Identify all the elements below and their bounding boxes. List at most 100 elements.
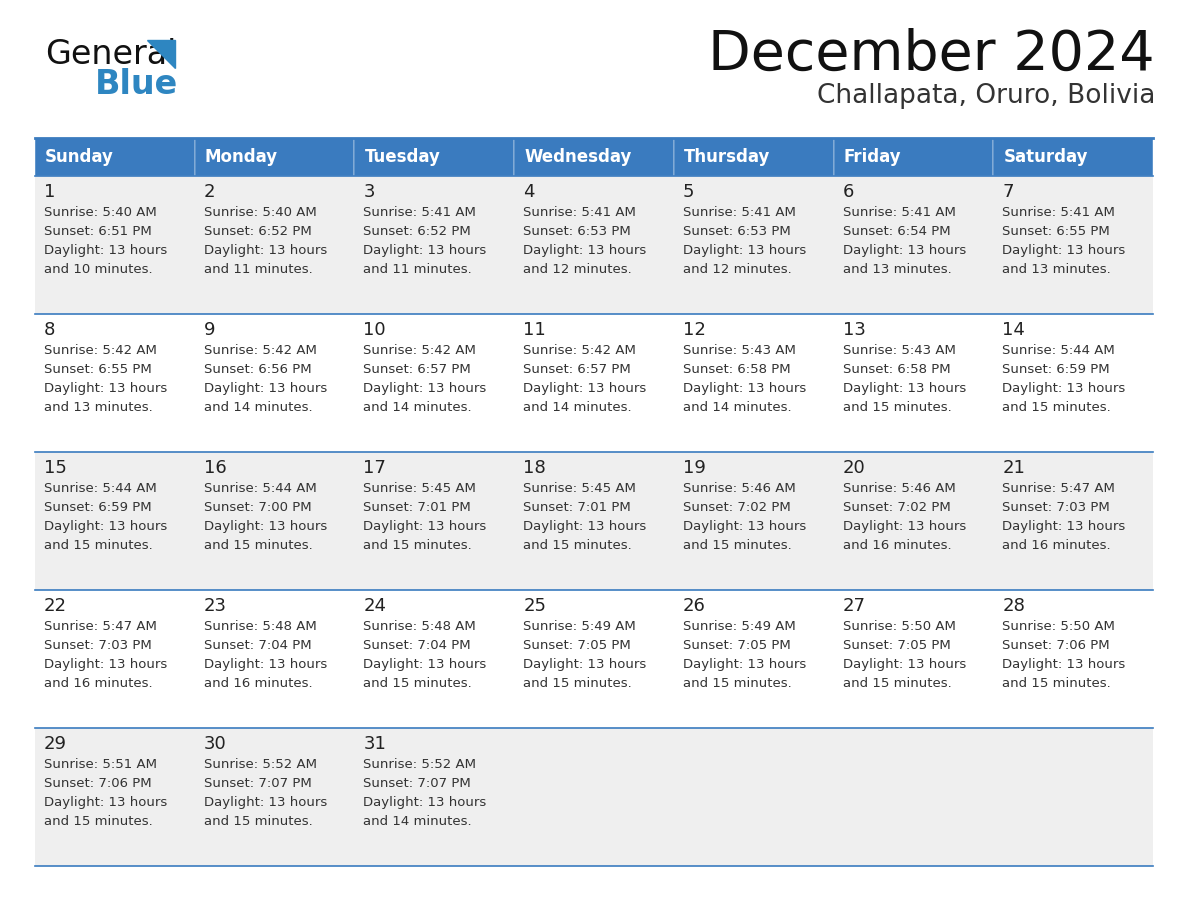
Text: Sunrise: 5:44 AM: Sunrise: 5:44 AM	[203, 482, 316, 495]
Text: Daylight: 13 hours: Daylight: 13 hours	[683, 658, 807, 671]
Text: Sunrise: 5:48 AM: Sunrise: 5:48 AM	[203, 620, 316, 633]
Text: and 11 minutes.: and 11 minutes.	[364, 263, 472, 276]
Text: 7: 7	[1003, 183, 1013, 201]
Text: Sunset: 7:07 PM: Sunset: 7:07 PM	[364, 777, 472, 790]
Text: Sunset: 7:06 PM: Sunset: 7:06 PM	[1003, 639, 1110, 652]
Text: and 15 minutes.: and 15 minutes.	[44, 539, 153, 552]
Text: and 13 minutes.: and 13 minutes.	[44, 401, 153, 414]
Text: and 14 minutes.: and 14 minutes.	[364, 401, 472, 414]
Text: Sunrise: 5:47 AM: Sunrise: 5:47 AM	[44, 620, 157, 633]
Text: Daylight: 13 hours: Daylight: 13 hours	[842, 244, 966, 257]
Text: 17: 17	[364, 459, 386, 477]
Bar	[34, 590, 1154, 728]
Text: Daylight: 13 hours: Daylight: 13 hours	[842, 658, 966, 671]
Text: and 15 minutes.: and 15 minutes.	[1003, 677, 1111, 690]
Text: and 12 minutes.: and 12 minutes.	[523, 263, 632, 276]
Text: Sunrise: 5:46 AM: Sunrise: 5:46 AM	[842, 482, 955, 495]
Text: and 15 minutes.: and 15 minutes.	[523, 539, 632, 552]
Bar	[34, 728, 1154, 866]
Text: Sunrise: 5:45 AM: Sunrise: 5:45 AM	[364, 482, 476, 495]
Text: Sunset: 7:02 PM: Sunset: 7:02 PM	[842, 501, 950, 514]
Text: and 15 minutes.: and 15 minutes.	[203, 539, 312, 552]
Text: Sunset: 7:05 PM: Sunset: 7:05 PM	[842, 639, 950, 652]
Text: Sunset: 6:59 PM: Sunset: 6:59 PM	[1003, 363, 1110, 376]
Text: Sunset: 6:59 PM: Sunset: 6:59 PM	[44, 501, 152, 514]
Text: Daylight: 13 hours: Daylight: 13 hours	[683, 244, 807, 257]
Text: Thursday: Thursday	[684, 148, 770, 166]
Text: Sunrise: 5:44 AM: Sunrise: 5:44 AM	[1003, 344, 1116, 357]
Text: Sunrise: 5:43 AM: Sunrise: 5:43 AM	[683, 344, 796, 357]
Text: 23: 23	[203, 597, 227, 615]
Text: 11: 11	[523, 321, 546, 339]
Text: Sunset: 7:07 PM: Sunset: 7:07 PM	[203, 777, 311, 790]
Text: Sunrise: 5:48 AM: Sunrise: 5:48 AM	[364, 620, 476, 633]
Text: Sunrise: 5:40 AM: Sunrise: 5:40 AM	[203, 206, 316, 219]
Text: Sunset: 6:53 PM: Sunset: 6:53 PM	[683, 225, 790, 238]
Text: Sunset: 7:02 PM: Sunset: 7:02 PM	[683, 501, 790, 514]
Text: Sunset: 7:06 PM: Sunset: 7:06 PM	[44, 777, 152, 790]
Text: Sunset: 7:05 PM: Sunset: 7:05 PM	[523, 639, 631, 652]
Text: Sunset: 6:53 PM: Sunset: 6:53 PM	[523, 225, 631, 238]
Text: 3: 3	[364, 183, 375, 201]
Text: 27: 27	[842, 597, 866, 615]
Text: 28: 28	[1003, 597, 1025, 615]
Text: Daylight: 13 hours: Daylight: 13 hours	[203, 520, 327, 533]
Bar	[674, 138, 834, 176]
Text: Sunrise: 5:44 AM: Sunrise: 5:44 AM	[44, 482, 157, 495]
Text: Daylight: 13 hours: Daylight: 13 hours	[523, 658, 646, 671]
Text: Daylight: 13 hours: Daylight: 13 hours	[203, 796, 327, 809]
Text: 21: 21	[1003, 459, 1025, 477]
Text: Sunset: 6:57 PM: Sunset: 6:57 PM	[364, 363, 472, 376]
Text: Sunrise: 5:43 AM: Sunrise: 5:43 AM	[842, 344, 955, 357]
Text: 31: 31	[364, 735, 386, 753]
Text: Daylight: 13 hours: Daylight: 13 hours	[1003, 658, 1125, 671]
Text: and 15 minutes.: and 15 minutes.	[683, 539, 791, 552]
Text: Sunrise: 5:46 AM: Sunrise: 5:46 AM	[683, 482, 796, 495]
Text: Sunset: 7:01 PM: Sunset: 7:01 PM	[523, 501, 631, 514]
Text: and 16 minutes.: and 16 minutes.	[842, 539, 952, 552]
Text: 16: 16	[203, 459, 227, 477]
Text: Daylight: 13 hours: Daylight: 13 hours	[44, 244, 168, 257]
Text: Sunset: 6:58 PM: Sunset: 6:58 PM	[683, 363, 790, 376]
Text: Sunrise: 5:41 AM: Sunrise: 5:41 AM	[364, 206, 476, 219]
Text: Daylight: 13 hours: Daylight: 13 hours	[683, 520, 807, 533]
Text: and 15 minutes.: and 15 minutes.	[44, 815, 153, 828]
Text: Sunset: 6:55 PM: Sunset: 6:55 PM	[44, 363, 152, 376]
Bar	[514, 138, 674, 176]
Text: Challapata, Oruro, Bolivia: Challapata, Oruro, Bolivia	[816, 83, 1155, 109]
Text: 29: 29	[44, 735, 67, 753]
Bar	[34, 138, 195, 176]
Text: 22: 22	[44, 597, 67, 615]
Text: Sunset: 7:04 PM: Sunset: 7:04 PM	[203, 639, 311, 652]
Text: Sunset: 6:54 PM: Sunset: 6:54 PM	[842, 225, 950, 238]
Text: and 13 minutes.: and 13 minutes.	[842, 263, 952, 276]
Text: Daylight: 13 hours: Daylight: 13 hours	[44, 796, 168, 809]
Text: and 15 minutes.: and 15 minutes.	[364, 677, 472, 690]
Text: 25: 25	[523, 597, 546, 615]
Text: Sunrise: 5:51 AM: Sunrise: 5:51 AM	[44, 758, 157, 771]
Text: and 16 minutes.: and 16 minutes.	[44, 677, 152, 690]
Text: and 15 minutes.: and 15 minutes.	[683, 677, 791, 690]
Bar	[34, 176, 1154, 314]
Text: Monday: Monday	[204, 148, 278, 166]
Text: Sunset: 6:58 PM: Sunset: 6:58 PM	[842, 363, 950, 376]
Text: and 15 minutes.: and 15 minutes.	[203, 815, 312, 828]
Text: 5: 5	[683, 183, 694, 201]
Text: Daylight: 13 hours: Daylight: 13 hours	[1003, 520, 1125, 533]
Text: Daylight: 13 hours: Daylight: 13 hours	[44, 382, 168, 395]
Text: Daylight: 13 hours: Daylight: 13 hours	[1003, 382, 1125, 395]
Text: Daylight: 13 hours: Daylight: 13 hours	[683, 382, 807, 395]
Bar	[34, 314, 1154, 452]
Text: and 11 minutes.: and 11 minutes.	[203, 263, 312, 276]
Text: Daylight: 13 hours: Daylight: 13 hours	[523, 520, 646, 533]
Text: Sunset: 6:52 PM: Sunset: 6:52 PM	[203, 225, 311, 238]
Text: Sunset: 6:55 PM: Sunset: 6:55 PM	[1003, 225, 1110, 238]
Text: Sunrise: 5:45 AM: Sunrise: 5:45 AM	[523, 482, 636, 495]
Text: Sunset: 6:51 PM: Sunset: 6:51 PM	[44, 225, 152, 238]
Text: 4: 4	[523, 183, 535, 201]
Text: Sunrise: 5:41 AM: Sunrise: 5:41 AM	[683, 206, 796, 219]
Text: Sunrise: 5:42 AM: Sunrise: 5:42 AM	[44, 344, 157, 357]
Text: and 14 minutes.: and 14 minutes.	[203, 401, 312, 414]
Text: Sunset: 6:57 PM: Sunset: 6:57 PM	[523, 363, 631, 376]
Text: Wednesday: Wednesday	[524, 148, 632, 166]
